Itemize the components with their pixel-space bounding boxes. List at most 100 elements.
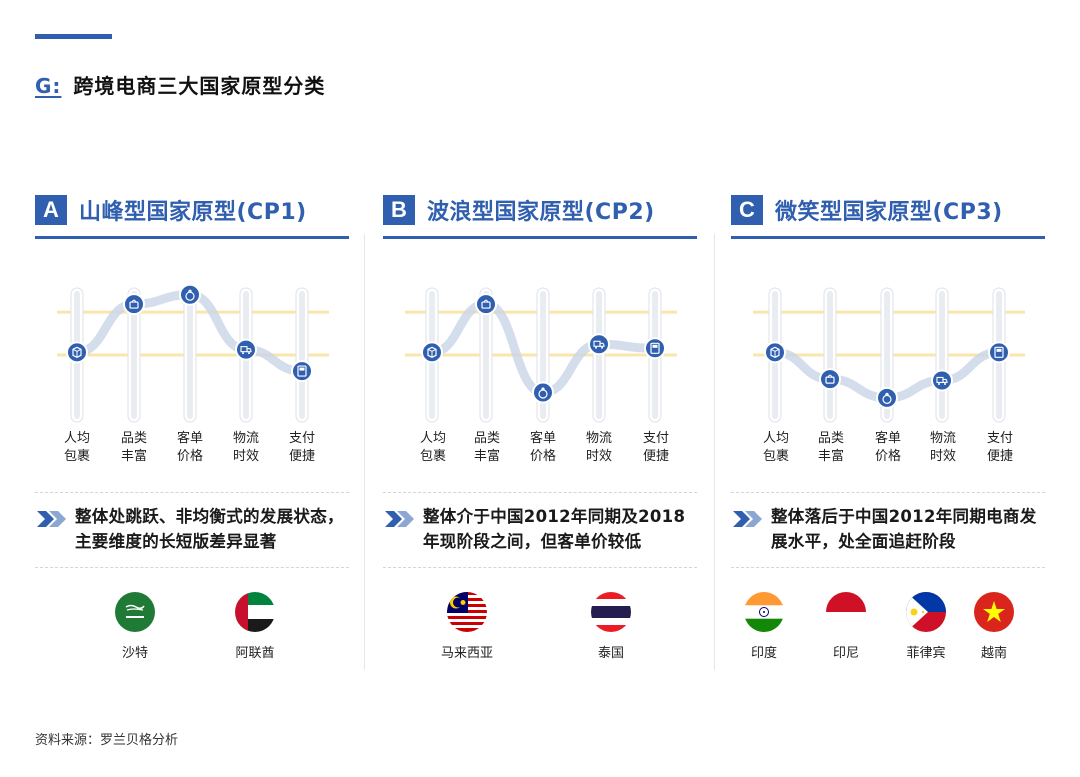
indonesia-flag-icon <box>826 592 866 632</box>
slider-track-fill <box>187 291 193 419</box>
package-icon <box>72 346 82 358</box>
country-item: 印尼 <box>806 592 886 661</box>
panel-description: 整体落后于中国2012年同期电商发展水平，处全面追赶阶段 <box>771 507 1037 551</box>
country-item: 印度 <box>724 592 804 661</box>
dimension-label: 品类 丰富 <box>473 431 500 464</box>
dashed-divider <box>35 567 349 568</box>
slider-knob-money-bag-icon <box>876 386 898 409</box>
panel-title-underline <box>383 236 697 239</box>
country-name: 泰国 <box>597 646 624 661</box>
dimension-label: 支付 便捷 <box>288 431 315 464</box>
vietnam-flag-icon <box>974 592 1014 632</box>
dimension-label: 客单 价格 <box>529 431 556 464</box>
panel-title: 波浪型国家原型(CP2) <box>427 200 655 225</box>
country-item: 马来西亚 <box>427 592 507 661</box>
arrow-right-icon <box>733 511 762 527</box>
panel-cp2: B 波浪型国家原型(CP2) 人均 包裹 品类 丰富 客单 价格 物流 时效 支付 便捷 … <box>383 192 697 670</box>
dimension-label: 人均 包裹 <box>419 431 446 464</box>
panel-letter-badge: A <box>35 195 67 225</box>
dimension-label: 人均 包裹 <box>63 431 90 464</box>
money-bag-icon <box>185 289 195 301</box>
title-text: 跨境电商三大国家原型分类 <box>73 74 326 98</box>
slider-knob-payment-terminal-icon <box>644 337 666 360</box>
payment-terminal-icon <box>297 365 307 377</box>
panel-description: 整体处跳跃、非均衡式的发展状态，主要维度的长短版差异显著 <box>75 507 344 551</box>
slider-knob-payment-terminal-icon <box>988 341 1010 364</box>
panel-separator <box>364 234 365 670</box>
dimension-label: 物流 时效 <box>585 431 612 464</box>
panel-title: 山峰型国家原型(CP1) <box>79 200 307 225</box>
archetype-slider-chart <box>405 287 677 423</box>
title-prefix: G: <box>35 74 62 98</box>
uae-flag-icon <box>235 592 275 632</box>
slider-track-fill <box>939 291 945 419</box>
panel-cp3: C 微笑型国家原型(CP3) 人均 包裹 品类 丰富 客单 价格 物流 时效 支付 便捷 … <box>731 192 1045 670</box>
panel-header: A 山峰型国家原型(CP1) <box>35 192 349 228</box>
saudi-arabia-flag-icon <box>115 592 155 632</box>
dimension-label: 物流 时效 <box>232 431 259 464</box>
slider-knob-money-bag-icon <box>179 283 201 306</box>
panel-description: 整体介于中国2012年同期及2018年现阶段之间，但客单价较低 <box>423 507 686 551</box>
country-name: 越南 <box>980 646 1007 661</box>
country-item: 越南 <box>954 592 1034 661</box>
page-title: G: 跨境电商三大国家原型分类 <box>35 70 325 99</box>
country-name: 马来西亚 <box>440 646 493 661</box>
country-name: 沙特 <box>121 646 148 661</box>
archetype-slider-chart <box>753 287 1025 423</box>
archetype-slider-chart <box>57 283 329 423</box>
dimension-label: 支付 便捷 <box>642 431 669 464</box>
money-bag-icon <box>882 392 892 404</box>
dimension-label: 人均 包裹 <box>762 431 789 464</box>
panel-title: 微笑型国家原型(CP3) <box>775 200 1003 225</box>
country-item: 菲律宾 <box>886 592 966 661</box>
dimension-label: 物流 时效 <box>929 431 956 464</box>
slider-knob-package-icon <box>66 341 88 364</box>
philippines-flag-icon <box>906 592 946 632</box>
slider-track-fill <box>483 291 489 419</box>
slider-knob-truck-icon <box>931 369 953 392</box>
slider-knob-truck-icon <box>588 333 610 356</box>
source-footnote: 资料来源：罗兰贝格分析 <box>35 733 179 748</box>
slider-knob-bag-icon <box>123 293 145 316</box>
bag-icon <box>481 299 491 309</box>
package-icon <box>427 346 437 358</box>
slider-knob-bag-icon <box>475 293 497 316</box>
bag-icon <box>825 374 835 384</box>
panel-title-underline <box>731 236 1045 239</box>
panel-separator <box>714 234 715 670</box>
slider-knob-package-icon <box>764 341 786 364</box>
dimension-label: 客单 价格 <box>874 431 901 464</box>
dashed-divider <box>35 492 349 493</box>
bag-icon <box>129 299 139 309</box>
truck-icon <box>240 346 252 355</box>
dashed-divider <box>731 567 1045 568</box>
dashed-divider <box>383 492 697 493</box>
panel-header: C 微笑型国家原型(CP3) <box>731 192 1045 228</box>
slider-track-fill <box>299 291 305 419</box>
slider-knob-bag-icon <box>819 368 841 391</box>
dashed-divider <box>383 567 697 568</box>
dimension-label: 品类 丰富 <box>120 431 147 464</box>
dimension-label: 支付 便捷 <box>986 431 1013 464</box>
country-name: 菲律宾 <box>906 646 946 661</box>
dimension-label: 客单 价格 <box>176 431 203 464</box>
panel-letter-badge: C <box>731 195 763 225</box>
country-item: 泰国 <box>571 592 651 661</box>
india-flag-icon <box>744 592 784 632</box>
slider-knob-payment-terminal-icon <box>291 360 313 383</box>
country-item: 沙特 <box>95 592 175 661</box>
country-name: 阿联酋 <box>235 646 275 661</box>
slider-knob-package-icon <box>421 341 443 364</box>
thailand-flag-icon <box>591 592 631 632</box>
malaysia-flag-icon <box>447 592 487 632</box>
payment-terminal-icon <box>994 346 1004 358</box>
panel-title-underline <box>35 236 349 239</box>
country-item: 阿联酋 <box>215 592 295 661</box>
panel-cp1: A 山峰型国家原型(CP1) 人均 包裹 品类 丰富 客单 价格 物流 时效 支付 便捷 … <box>35 192 349 670</box>
slider-track-fill <box>827 291 833 419</box>
dimension-label: 品类 丰富 <box>817 431 844 464</box>
dashed-divider <box>731 492 1045 493</box>
panel-letter-badge: B <box>383 195 415 225</box>
slider-track-fill <box>131 291 137 419</box>
slider-knob-money-bag-icon <box>532 381 554 404</box>
